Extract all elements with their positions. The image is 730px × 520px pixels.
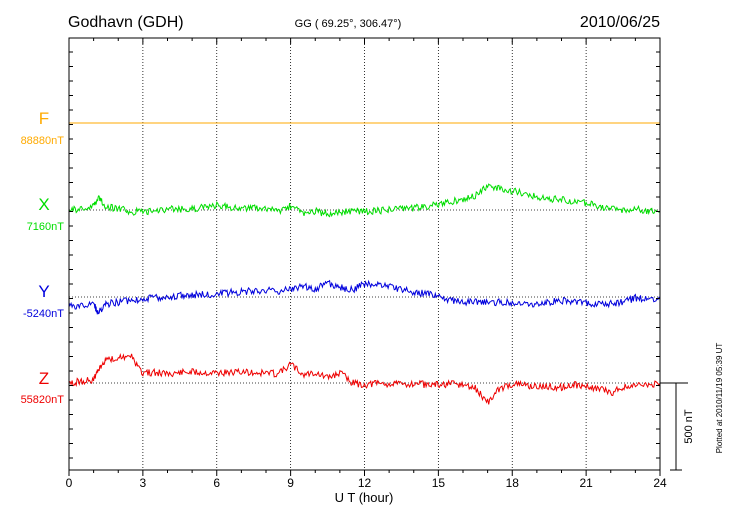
- x-axis-label: U T (hour): [335, 490, 394, 505]
- x-tick-label: 9: [287, 476, 294, 490]
- traces: [68, 122, 661, 405]
- x-tick-label: 21: [579, 476, 593, 490]
- trace-y: [68, 279, 661, 315]
- trace-x: [68, 183, 661, 218]
- scale-bar-label: 500 nT: [683, 409, 695, 444]
- x-tick-label: 24: [653, 476, 667, 490]
- grid: [69, 38, 660, 470]
- trace-z: [68, 352, 661, 405]
- plotted-timestamp: Plotted at 2010/11/19 05:39 UT: [715, 343, 724, 454]
- x-tick-label: 15: [432, 476, 446, 490]
- x-axis: 0 3 6 9 12 15 18 21 24: [66, 38, 667, 490]
- series-baseline-f: 88880nT: [21, 135, 65, 147]
- plot-date: 2010/06/25: [580, 14, 660, 31]
- station-coords: GG ( 69.25°, 306.47°): [295, 18, 402, 30]
- series-baseline-y: -5240nT: [23, 308, 64, 320]
- series-baseline-z: 55820nT: [21, 394, 65, 406]
- x-tick-label: 0: [66, 476, 73, 490]
- series-name-z: Z: [39, 369, 49, 388]
- series-name-x: X: [38, 195, 49, 214]
- x-tick-label: 3: [140, 476, 147, 490]
- scale-bar: 500 nT: [660, 382, 695, 471]
- station-title: Godhavn (GDH): [68, 14, 184, 31]
- series-labels: F 88880nT X 7160nT Y -5240nT Z 55820nT: [21, 109, 65, 406]
- series-name-f: F: [39, 109, 49, 128]
- x-tick-label: 6: [213, 476, 220, 490]
- x-tick-label: 12: [358, 476, 372, 490]
- x-tick-label: 18: [506, 476, 520, 490]
- series-baseline-x: 7160nT: [27, 221, 65, 233]
- series-name-y: Y: [38, 282, 49, 301]
